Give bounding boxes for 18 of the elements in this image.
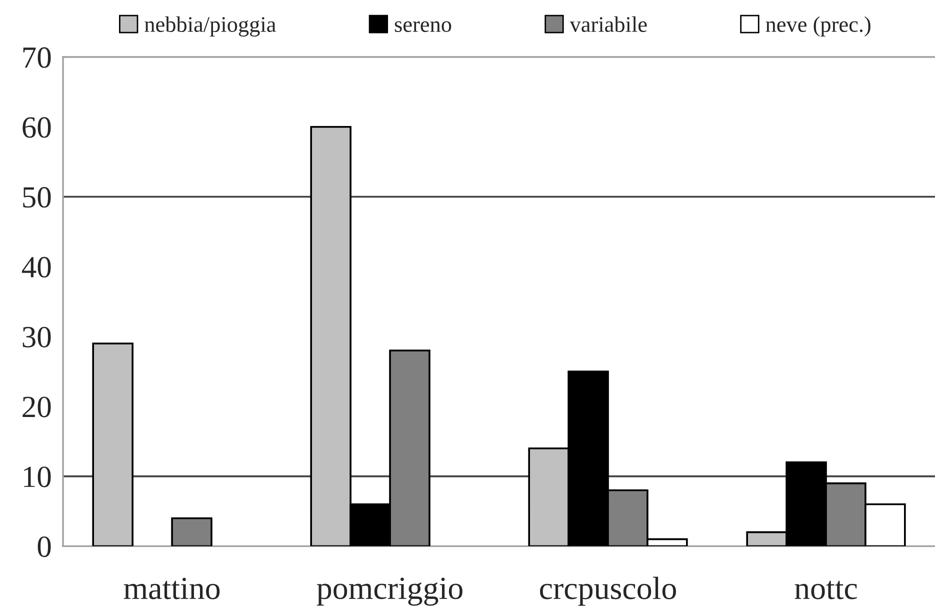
x-tick-label: pomcriggio	[316, 578, 462, 606]
x-tick-label: nottc	[794, 580, 857, 600]
y-tick-label: 10	[24, 466, 51, 488]
y-tick-label: 0	[38, 536, 51, 558]
x-tick-label: crcpuscolo	[540, 576, 676, 606]
bar	[92, 342, 134, 546]
y-tick-label: 30	[22, 326, 51, 348]
legend-label: neve (prec.)	[766, 16, 870, 37]
bar	[171, 517, 212, 546]
y-tick-label: 60	[22, 117, 51, 138]
y-tick-label: 50	[23, 187, 51, 208]
x-tick-label: mattino	[124, 578, 220, 600]
legend-label: nebbia/pioggia	[144, 16, 276, 37]
legend-label: sereno	[394, 21, 452, 32]
legend-label: variabile	[570, 16, 647, 32]
y-tick-label: 70	[23, 47, 51, 68]
y-tick-label: 40	[22, 256, 51, 278]
y-tick-label: 20	[22, 396, 51, 418]
